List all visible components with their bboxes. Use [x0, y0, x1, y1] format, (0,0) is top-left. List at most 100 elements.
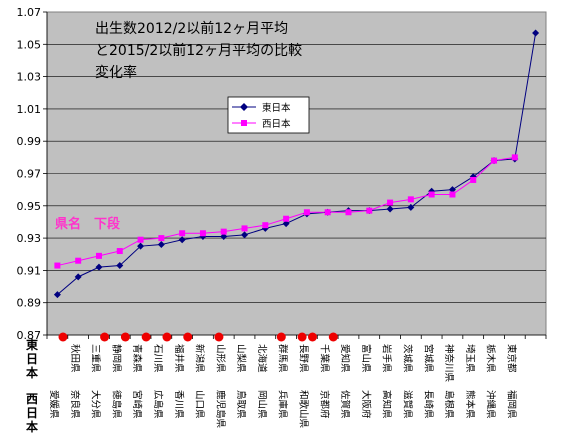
series-markers [53, 29, 540, 299]
west-label-char-2: 日 [26, 406, 38, 420]
red-dot [276, 332, 286, 342]
west-category-label: 高知県 [381, 390, 393, 419]
west-category-label: 島根県 [443, 390, 455, 419]
west-axis-label: 西 日 本 [26, 392, 38, 434]
east-category-label: 青森県 [131, 344, 143, 373]
data-point [137, 242, 145, 250]
red-dot [58, 332, 68, 342]
annotation-label: 県名 下段 [55, 216, 120, 232]
east-category-label: 長野県 [298, 344, 309, 373]
west-category-label: 山口県 [194, 390, 205, 419]
title-line-1: 出生数2012/2以前12ヶ月平均 [95, 20, 288, 37]
west-category-label: 長崎県 [422, 390, 434, 419]
y-tick-label: 0.91 [17, 264, 42, 277]
east-category-label: 富山県 [360, 344, 372, 373]
east-category-label: 埼玉県 [464, 344, 476, 373]
data-point [532, 29, 540, 37]
red-dot [308, 332, 317, 342]
legend-marker-east [240, 103, 248, 111]
data-point [157, 241, 165, 249]
red-dot [100, 332, 110, 342]
data-point [407, 203, 415, 211]
west-category-label: 滋賀県 [401, 390, 413, 419]
east-category-label: 茨城県 [401, 344, 413, 373]
y-axis: 0.87 0.89 0.91 0.93 0.95 0.97 0.99 1.01 1.03 1.05… [17, 6, 547, 342]
west-label-char-3: 本 [26, 419, 38, 434]
red-dot [214, 332, 224, 342]
data-point [241, 225, 248, 232]
red-dot [328, 332, 338, 342]
west-category-label: 兵庫県 [277, 390, 289, 419]
west-category-labels: 愛媛県 奈良県 大分県 徳島県 宮崎県 広島県 香川県 山口県 鹿児島県 鳥取県 岡山県 兵庫県 和歌山… [48, 390, 517, 429]
west-category-label: 佐賀県 [339, 390, 351, 419]
east-category-labels: 秋田県 三重県 静岡県 青森県 石川県 福井県 新潟県 山形県 山梨県 北海道 群馬県 長野県 千葉県愛… [69, 344, 518, 383]
west-label-char-1: 西 [26, 392, 38, 406]
data-point [262, 222, 269, 229]
red-dot [120, 332, 130, 342]
data-point [407, 196, 414, 203]
data-point [158, 235, 165, 242]
red-dot [183, 332, 193, 342]
data-point [53, 291, 61, 299]
title-line-2: と2015/2以前12ヶ月平均の比較 [95, 42, 302, 59]
west-category-label: 大阪府 [360, 390, 372, 419]
east-category-label: 北海道 [256, 344, 268, 373]
east-category-label: 宮城県 [422, 344, 434, 373]
east-category-label: 東京都 [505, 344, 517, 373]
west-category-label: 和歌山県 [298, 390, 310, 429]
data-point [116, 262, 124, 270]
red-dot [297, 332, 307, 342]
legend-marker-west [241, 120, 247, 126]
data-point [283, 215, 290, 222]
y-tick-label: 1.07 [17, 6, 42, 19]
east-category-label: 新潟県 [194, 344, 206, 373]
legend-box [227, 96, 310, 134]
red-dot [141, 332, 151, 342]
y-tick-label: 0.93 [17, 232, 42, 245]
east-category-label: 三重県 [90, 344, 102, 373]
data-point [74, 273, 82, 281]
west-category-label: 鳥取県 [235, 390, 247, 419]
west-category-label: 福岡県 [505, 390, 517, 419]
data-point [428, 191, 435, 198]
west-category-label: 沖縄県 [485, 390, 497, 419]
data-point [449, 191, 456, 198]
data-point [116, 248, 123, 255]
east-category-label: 岩手県 [381, 344, 393, 373]
west-category-label: 大分県 [90, 390, 102, 419]
data-point [345, 209, 352, 216]
data-point [95, 263, 103, 271]
legend-label-west: 西日本 [262, 118, 291, 130]
data-point [491, 157, 498, 164]
east-label-char-1: 東 [26, 337, 38, 352]
data-point [366, 207, 373, 214]
east-label-char-2: 日 [26, 352, 38, 366]
east-category-label: 千葉県 [318, 344, 330, 373]
y-tick-label: 0.99 [17, 135, 42, 148]
east-category-label: 秋田県 [69, 344, 81, 373]
red-dots-row [58, 332, 338, 342]
data-point [220, 232, 228, 240]
y-tick-label: 1.03 [17, 71, 42, 84]
data-point [282, 220, 290, 228]
title-line-3: 変化率 [95, 64, 137, 81]
data-point [448, 186, 456, 194]
data-point [387, 199, 394, 206]
y-tick-label: 0.97 [17, 168, 42, 181]
west-category-label: 広島県 [152, 390, 164, 419]
east-category-label: 群馬県 [277, 344, 289, 373]
data-point [386, 205, 394, 213]
east-category-label: 栃木県 [485, 344, 497, 373]
y-tick-label: 1.01 [17, 103, 42, 116]
data-point [324, 209, 331, 216]
east-category-label: 神奈川県 [443, 344, 455, 383]
data-point [75, 257, 82, 264]
east-label-char-3: 本 [26, 365, 38, 380]
west-category-label: 京都府 [318, 390, 330, 419]
data-point [220, 228, 227, 235]
east-category-label: 福井県 [173, 344, 185, 373]
west-category-label: 香川県 [173, 390, 184, 419]
data-point [303, 209, 310, 216]
legend: 東日本 西日本 [227, 96, 310, 134]
east-category-label: 山形県 [214, 344, 226, 373]
